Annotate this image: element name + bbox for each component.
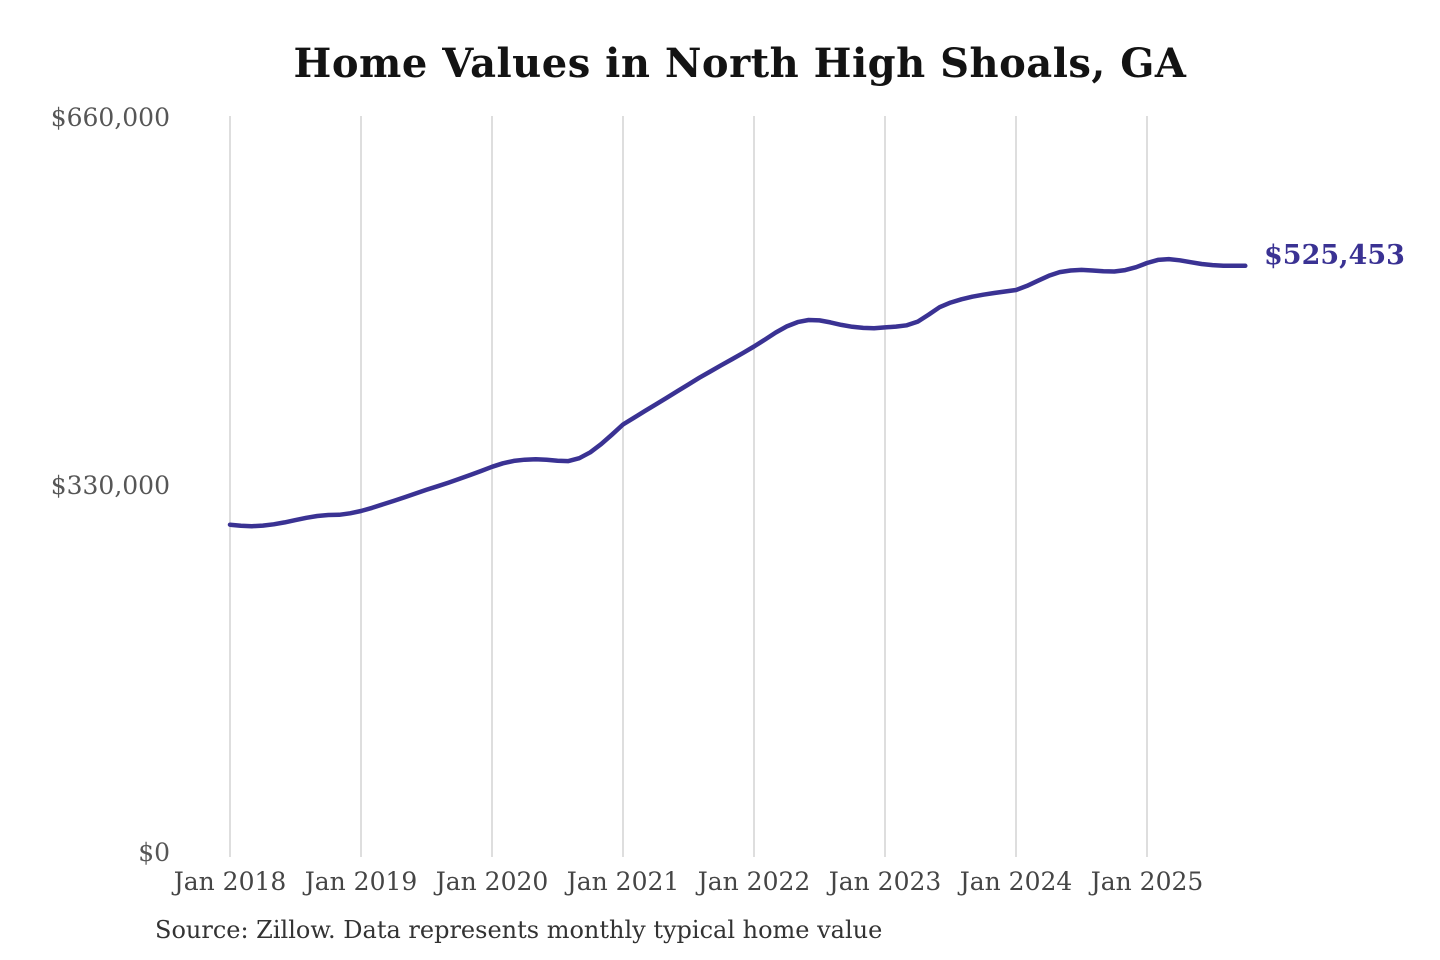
year-gridlines (229, 116, 1148, 857)
chart-title: Home Values in North High Shoals, GA (293, 40, 1187, 87)
latest-value-label: $525,453 (1264, 240, 1405, 271)
x-tick-jan-2021: Jan 2021 (566, 867, 680, 896)
y-tick-330000: $330,000 (50, 470, 170, 500)
x-tick-jan-2023: Jan 2023 (828, 867, 942, 896)
x-tick-jan-2024: Jan 2024 (959, 867, 1073, 896)
x-tick-jan-2020: Jan 2020 (435, 867, 549, 896)
y-tick-660000: $660,000 (50, 103, 170, 132)
x-tick-jan-2018: Jan 2018 (173, 867, 287, 896)
y-tick-0: $0 (138, 838, 170, 867)
home-value-series-line (227, 256, 1248, 529)
x-tick-jan-2025: Jan 2025 (1090, 867, 1204, 896)
source-note: Source: Zillow. Data represents monthly … (155, 916, 883, 944)
x-tick-jan-2019: Jan 2019 (304, 867, 418, 896)
x-tick-jan-2022: Jan 2022 (697, 867, 811, 896)
